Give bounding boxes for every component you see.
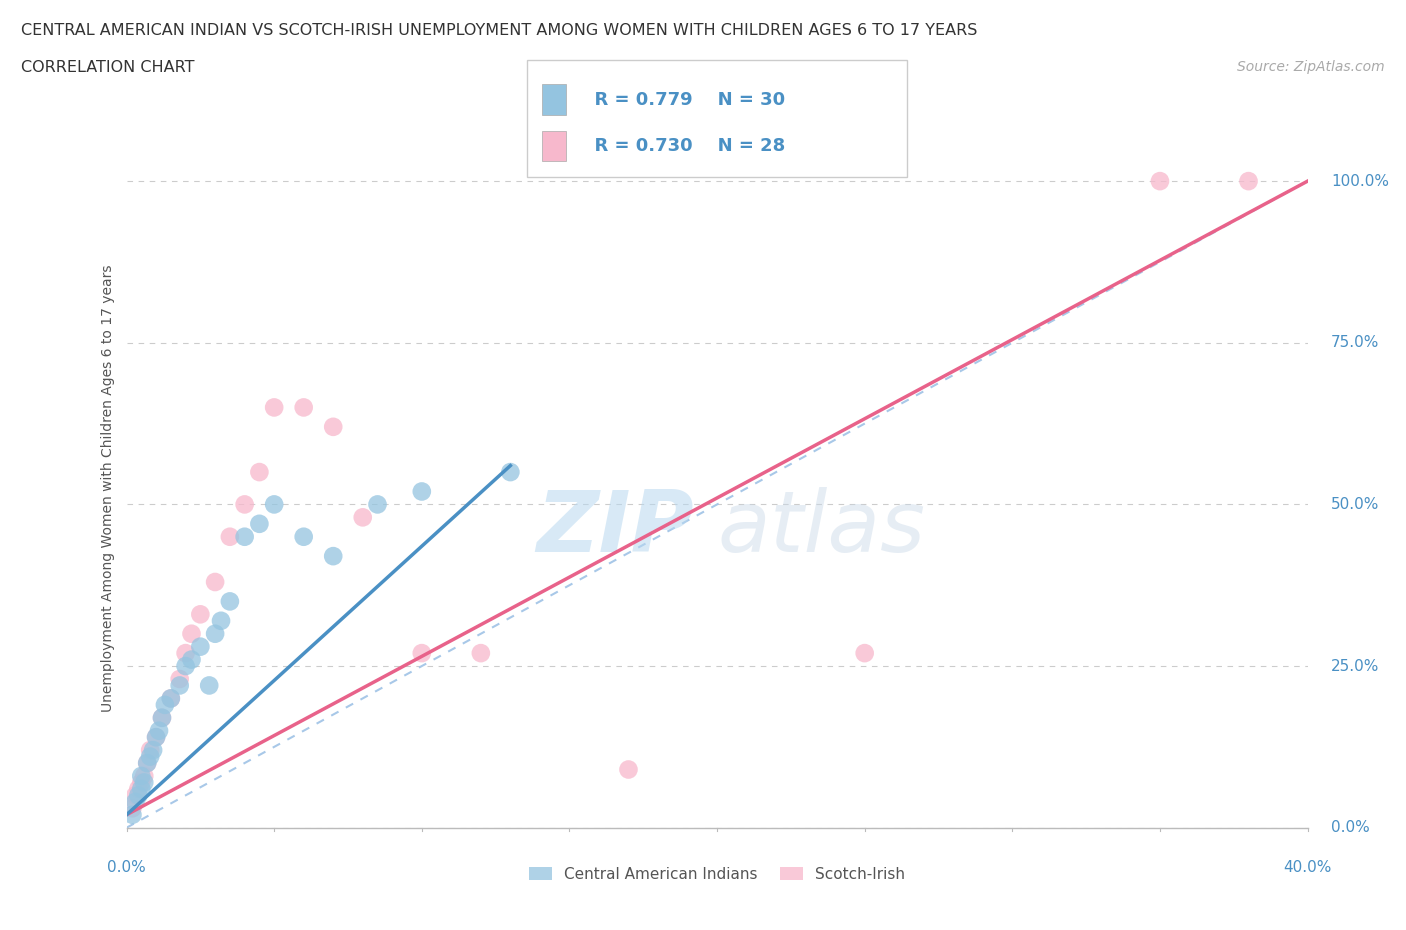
Point [233,497,256,512]
Text: 0.0%: 0.0% [107,860,146,875]
Text: 40.0%: 40.0% [1284,860,1331,875]
Point [124,788,146,803]
Point [218,529,242,544]
Point [174,658,197,673]
Point [1237,174,1260,189]
Point [180,626,202,641]
Point [134,768,156,783]
Point [160,691,183,706]
Text: Source: ZipAtlas.com: Source: ZipAtlas.com [1237,60,1385,74]
Point [853,645,876,660]
Text: 50.0%: 50.0% [1331,497,1379,512]
Point [174,645,197,660]
Point [150,711,173,725]
Point [292,529,315,544]
Point [322,549,344,564]
Point [180,652,202,667]
Point [127,788,149,803]
Point [209,614,232,629]
Point [411,484,433,498]
Point [352,510,374,525]
Point [263,497,285,512]
Y-axis label: Unemployment Among Women with Children Ages 6 to 17 years: Unemployment Among Women with Children A… [101,264,115,712]
Point [136,755,159,770]
Point [322,419,344,434]
Point [218,594,242,609]
Point [169,678,191,693]
Point [160,691,183,706]
Text: atlas: atlas [717,487,925,570]
Point [188,607,211,622]
Point [124,794,146,809]
Point [470,645,492,660]
Point [153,698,176,712]
Point [142,743,165,758]
Point [139,743,162,758]
Point [145,730,167,745]
Point [204,575,226,590]
Text: 100.0%: 100.0% [1331,174,1389,189]
Text: 25.0%: 25.0% [1331,658,1379,673]
Point [169,671,191,686]
Text: CENTRAL AMERICAN INDIAN VS SCOTCH-IRISH UNEMPLOYMENT AMONG WOMEN WITH CHILDREN A: CENTRAL AMERICAN INDIAN VS SCOTCH-IRISH … [21,23,977,38]
Point [139,750,162,764]
Point [204,626,226,641]
Point [617,762,640,777]
Point [129,781,153,796]
Point [121,801,143,816]
Point [129,768,153,783]
Point [121,807,143,822]
Point [150,711,173,725]
Point [188,639,211,654]
Text: R = 0.779    N = 30: R = 0.779 N = 30 [582,90,785,109]
Text: CORRELATION CHART: CORRELATION CHART [21,60,194,75]
Point [292,400,315,415]
Point [499,465,522,480]
Point [366,497,388,512]
Point [247,516,270,531]
Text: R = 0.730    N = 28: R = 0.730 N = 28 [582,137,786,155]
Point [148,724,170,738]
Point [134,775,156,790]
Point [233,529,256,544]
Text: ZIP: ZIP [536,487,693,570]
Point [411,645,433,660]
Point [136,755,159,770]
Legend: Central American Indians, Scotch-Irish: Central American Indians, Scotch-Irish [523,860,911,888]
Point [129,775,153,790]
Point [145,730,167,745]
Point [198,678,221,693]
Text: 75.0%: 75.0% [1331,336,1379,351]
Point [247,465,270,480]
Point [127,781,149,796]
Point [263,400,285,415]
Text: 0.0%: 0.0% [1331,820,1369,835]
Point [1149,174,1171,189]
